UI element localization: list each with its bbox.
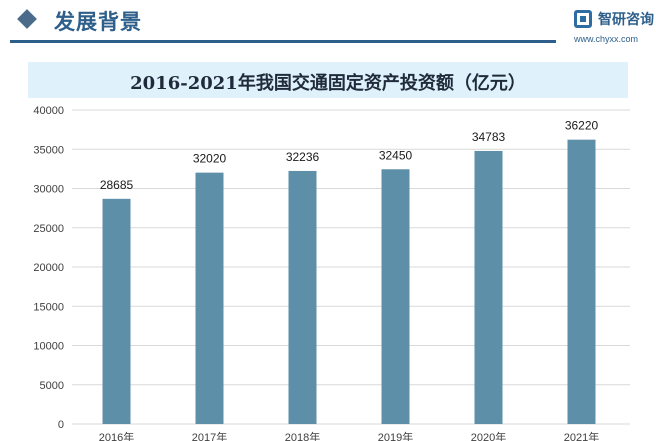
chart-grid [72,110,630,424]
bar [196,173,224,424]
y-tick-label: 40000 [33,105,64,117]
bar [289,171,317,424]
data-label: 32450 [379,148,413,162]
x-tick-label: 2019年 [378,430,413,441]
y-axis: 0 5000 10000 15000 20000 25000 30000 35000 40000 [33,105,64,431]
x-tick-label: 2020年 [471,430,506,441]
y-tick-label: 15000 [33,301,64,313]
x-axis: 2016年 2017年 2018年 2019年 2020年 2021年 [99,430,599,441]
y-tick-label: 35000 [33,144,64,156]
data-label: 32020 [193,152,227,166]
x-tick-label: 2018年 [285,430,320,441]
y-tick-label: 25000 [33,223,64,235]
x-tick-label: 2016年 [99,430,134,441]
bar [382,169,410,424]
bar [475,151,503,424]
y-tick-label: 20000 [33,262,64,274]
data-label: 34783 [472,130,506,144]
bars [103,140,596,424]
y-tick-label: 5000 [40,380,64,392]
y-tick-label: 30000 [33,184,64,196]
x-tick-label: 2017年 [192,430,227,441]
y-tick-label: 10000 [33,341,64,353]
bar [103,199,131,424]
data-label: 32236 [286,150,320,164]
data-label: 28685 [100,178,134,192]
data-label: 36220 [565,119,599,133]
x-tick-label: 2021年 [564,430,599,441]
y-tick-label: 0 [58,419,64,431]
bar [568,140,596,424]
value-labels: 28685 32020 32236 32450 34783 36220 [100,119,599,192]
